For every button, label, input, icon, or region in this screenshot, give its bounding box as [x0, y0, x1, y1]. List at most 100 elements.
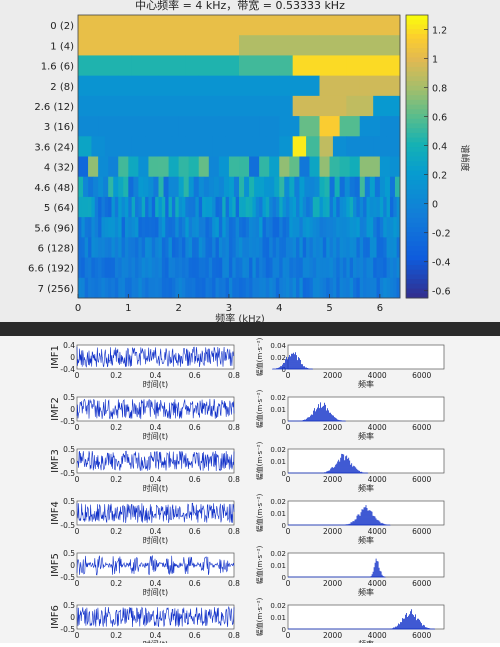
colorbar-segment — [406, 274, 428, 280]
heatmap-cell — [376, 196, 381, 218]
heatmap-cell — [322, 257, 327, 279]
colorbar-tick-labels: 1.2 1 0.8 0.6 0.4 0.2 0 -0.2 -0.4 -0.6 — [424, 26, 451, 298]
heatmap-cell — [366, 237, 371, 258]
heatmap-cell — [91, 217, 96, 238]
time-y-tick-label: -0.5 — [60, 573, 75, 582]
colorbar-segment — [406, 175, 428, 181]
y-tick-label: 3.6 (24) — [34, 142, 74, 153]
heatmap-cell — [202, 277, 206, 299]
imf-panel: IMF3 0.50-0.50 0.2 0.4 0.6 0.8时间(t)幅值(m·s⁻²) 0… — [50, 441, 445, 493]
heatmap-cell — [289, 156, 300, 178]
heatmap-cell — [356, 257, 361, 279]
y-tick-label: 6.6 (192) — [28, 264, 74, 275]
spectrum-peak — [288, 453, 369, 474]
spectrum-x-label: 频率 — [358, 639, 374, 643]
heatmap-cell — [212, 136, 226, 157]
colorbar-segment — [406, 283, 428, 290]
heatmap-cell — [131, 277, 136, 299]
heatmap-cell — [235, 217, 240, 238]
heatmap-cell — [379, 156, 391, 178]
heatmap-cell — [198, 257, 203, 279]
heatmap-cell — [198, 156, 210, 178]
heatmap-cell — [198, 75, 240, 97]
heatmap-cell — [249, 217, 253, 238]
colorbar-segment — [406, 71, 428, 77]
heatmap-cell — [128, 176, 134, 198]
spectrum-y-tick-label: 0.01 — [270, 406, 286, 414]
heatmap-cell — [269, 156, 280, 178]
heatmap-cell — [175, 277, 180, 299]
heatmap-cell — [88, 237, 92, 258]
heatmap-cell — [346, 196, 351, 218]
heatmap-cell — [215, 237, 220, 258]
heatmap-cell — [252, 136, 267, 157]
heatmap-cell — [161, 277, 166, 299]
heatmap-cell — [81, 196, 86, 218]
colorbar-segment — [406, 24, 428, 30]
heatmap-cell — [359, 116, 381, 137]
colorbar-segment — [406, 279, 428, 285]
heatmap-cell — [389, 156, 401, 178]
heatmap-cell — [168, 237, 173, 258]
spectrum-x-tick-label: 0 — [286, 475, 291, 484]
heatmap-cell — [373, 277, 377, 299]
heatmap-cell — [94, 237, 99, 258]
heatmap-cell — [396, 217, 401, 238]
heatmap-cell — [279, 237, 283, 258]
heatmap-cell — [369, 156, 381, 178]
heatmap-cell — [285, 277, 290, 299]
heatmap-cell — [302, 277, 307, 299]
imf-waveform — [76, 502, 235, 524]
time-x-label: 时间(t) — [143, 535, 168, 545]
heatmap-cell — [339, 156, 351, 178]
heatmap-cell — [383, 257, 387, 279]
colorbar-segment — [406, 38, 428, 44]
heatmap-cell — [78, 257, 82, 279]
heatmap-cell — [249, 176, 255, 198]
heatmap-cell — [158, 116, 180, 137]
heatmap-cell — [128, 237, 133, 258]
heatmap-cell — [111, 217, 116, 238]
heatmap-cell — [94, 196, 99, 218]
heatmap-cell — [363, 237, 367, 258]
heatmap-cell — [259, 237, 263, 258]
heatmap-cell — [91, 257, 96, 279]
heatmap-cell — [223, 176, 230, 198]
heatmap-cell — [259, 217, 263, 238]
heatmap-cell — [275, 257, 280, 279]
imf-waveform — [76, 398, 235, 420]
heatmap-cell — [329, 156, 341, 178]
spectrum-x-tick-label: 6000 — [412, 631, 431, 640]
heatmap-cell — [145, 257, 149, 279]
heatmap-cells — [78, 15, 401, 299]
heatmap-cell — [239, 95, 267, 117]
heatmap-cell — [349, 176, 356, 198]
colorbar-segment — [406, 255, 428, 261]
x-tick-labels: 0 1 2 3 4 5 6 — [75, 294, 383, 314]
heatmap-cell — [292, 217, 297, 238]
heatmap-cell — [373, 257, 377, 279]
time-x-tick-label: 0.2 — [110, 423, 122, 432]
heatmap-cell — [232, 257, 237, 279]
heatmap-cell — [138, 217, 143, 238]
heatmap-cell — [332, 277, 337, 299]
heatmap-cell — [279, 196, 283, 218]
colorbar-tick-label: 1.2 — [432, 26, 447, 37]
heatmap-cell — [299, 217, 304, 238]
heatmap-cell — [171, 257, 176, 279]
spectrum-y-tick-label: 0.02 — [270, 354, 286, 362]
heatmap-cell — [104, 257, 109, 279]
spectrum-y-tick-label: 0.01 — [270, 458, 286, 466]
heatmap-cell — [285, 237, 290, 258]
heatmap-cell — [389, 176, 396, 198]
spectrum-x-tick-label: 6000 — [412, 475, 431, 484]
heatmap-cell — [284, 176, 290, 198]
heatmap-cell — [235, 257, 240, 279]
imf-panel: IMF5 0.50-0.50 0.2 0.4 0.6 0.8时间(t)幅值(m·s⁻²) 0… — [50, 545, 445, 597]
heatmap-cell — [98, 277, 102, 299]
heatmap-cell — [78, 15, 401, 36]
heatmap-cell — [282, 277, 287, 299]
time-x-tick-label: 0.4 — [150, 527, 162, 536]
heatmap-cell — [386, 237, 391, 258]
heatmap-cell — [118, 136, 133, 157]
